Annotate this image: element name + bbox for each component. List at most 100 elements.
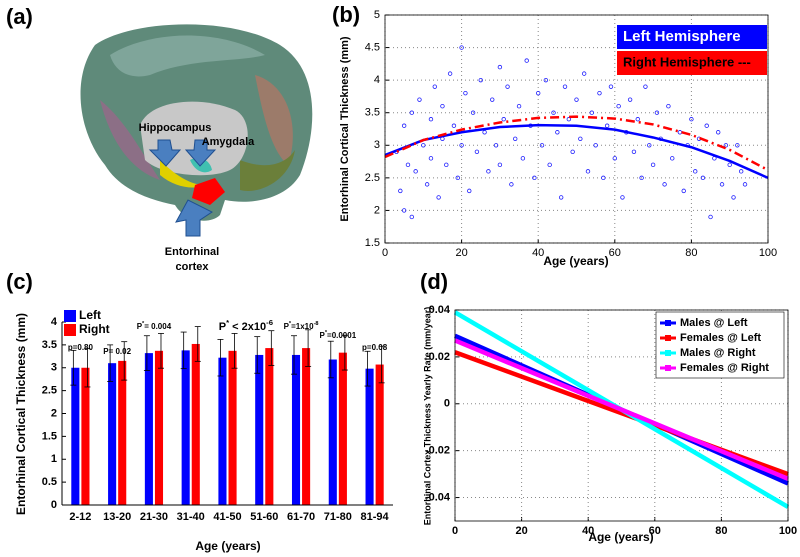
x-tick-label: 81-94 xyxy=(361,511,390,523)
arrow xyxy=(148,139,182,167)
annotation-part: P xyxy=(284,322,290,331)
annotation-part: * xyxy=(325,330,328,336)
scatter-point xyxy=(428,156,434,161)
scatter-point xyxy=(693,169,698,174)
y-tick-label: 0.5 xyxy=(42,476,57,488)
scatter-point xyxy=(493,143,499,148)
plot-frame xyxy=(384,14,769,244)
bar xyxy=(118,360,127,505)
scatter-point xyxy=(654,110,660,115)
p-value-annotation: p=0.80 xyxy=(68,343,94,352)
scatter-point xyxy=(612,156,617,161)
x-tick-label: 40 xyxy=(532,247,544,259)
y-tick-label: 5 xyxy=(374,9,380,21)
scatter-point xyxy=(417,97,422,102)
y-tick-label: 0.02 xyxy=(429,351,450,363)
p-value-annotation: P*= 0.004 xyxy=(137,321,172,331)
scatter-point xyxy=(497,162,503,168)
scatter-point xyxy=(627,97,633,102)
y-tick-label: 1.5 xyxy=(365,237,380,249)
x-tick-label: 41-50 xyxy=(213,511,241,523)
scatter-point xyxy=(509,182,514,187)
scatter-point xyxy=(470,110,476,115)
scatter-point xyxy=(704,123,709,128)
scatter-point xyxy=(616,103,621,109)
scatter-point xyxy=(662,182,667,187)
legend-marker xyxy=(665,350,671,356)
scatter-point xyxy=(666,103,671,109)
scatter-point xyxy=(631,149,637,154)
scatter-point xyxy=(413,169,418,174)
scatter-point xyxy=(532,175,537,181)
scatter-point xyxy=(447,71,453,76)
legend-swatch xyxy=(617,51,767,75)
y-tick-label: 3.5 xyxy=(42,339,57,351)
legend-label: Right xyxy=(79,322,110,336)
scatter-point xyxy=(467,188,472,194)
annotation-part: = 0.004 xyxy=(144,322,171,331)
x-tick-label: 60 xyxy=(649,525,661,537)
x-tick-label: 100 xyxy=(779,525,797,537)
scatter-point xyxy=(635,117,640,122)
scatter-point xyxy=(620,195,625,200)
scatter-point xyxy=(547,162,552,168)
scatter-point xyxy=(716,130,721,135)
scatter-point xyxy=(742,182,748,187)
legend-marker xyxy=(665,320,671,326)
legend-label: Left Hemisphere xyxy=(623,28,741,45)
scatter-point xyxy=(424,182,430,187)
legend-swatch xyxy=(64,310,76,322)
fit-line xyxy=(384,123,769,180)
scatter-point xyxy=(689,117,694,122)
y-axis-title: Entorhinal Cortical Thickness (mm) xyxy=(14,313,28,515)
bar xyxy=(255,354,264,505)
scatter-point xyxy=(719,182,725,187)
x-tick-label: 61-70 xyxy=(287,511,315,523)
arrow xyxy=(184,139,217,167)
plot-frame xyxy=(454,309,789,522)
scatter-point xyxy=(738,169,744,174)
scatter-point xyxy=(505,84,510,89)
x-tick-label: 51-60 xyxy=(250,511,278,523)
y-tick-label: 2 xyxy=(51,407,57,419)
scatter-point xyxy=(474,149,480,154)
x-axis-title: Age (years) xyxy=(543,254,608,268)
legend-marker xyxy=(665,365,671,371)
panel-label: (b) xyxy=(332,2,360,27)
label: Amygdala xyxy=(202,136,255,148)
hippocampus xyxy=(160,160,205,188)
bar xyxy=(144,353,153,505)
annotation-part: P xyxy=(219,321,226,333)
annotation-part: p=0.80 xyxy=(68,343,94,352)
bar xyxy=(154,350,164,505)
panel-label: (c) xyxy=(6,269,33,294)
scatter-point xyxy=(401,123,407,128)
scatter-point xyxy=(409,214,415,220)
scatter-point xyxy=(708,214,713,220)
annotation-part: P xyxy=(137,322,143,331)
scatter-point xyxy=(731,195,736,200)
scatter-point xyxy=(700,175,706,181)
x-tick-label: 100 xyxy=(759,247,777,259)
annotation-part: * xyxy=(142,321,145,327)
arrow xyxy=(175,199,213,237)
scatter-point xyxy=(490,97,495,102)
legend-label: Females @ Right xyxy=(680,362,769,374)
annotation-part: P xyxy=(319,331,325,340)
annotation-part: < 2x10 xyxy=(229,321,266,333)
scatter-point xyxy=(639,175,644,181)
scatter-point xyxy=(451,123,457,128)
scatter-point xyxy=(428,117,434,122)
bar xyxy=(365,368,374,505)
x-axis-title: Age (years) xyxy=(195,539,260,553)
scatter-point xyxy=(643,84,648,89)
bar xyxy=(291,354,301,505)
scatter-point xyxy=(436,195,441,200)
y-tick-label: 3 xyxy=(374,139,380,151)
scatter-point xyxy=(520,156,526,161)
scatter-point xyxy=(405,162,411,168)
brain-illustration: Hippocampus Amygdala Entorhinal cortex xyxy=(80,24,313,273)
scatter-point xyxy=(585,169,591,174)
annotation-part: -6 xyxy=(266,318,273,327)
bar xyxy=(265,348,274,505)
